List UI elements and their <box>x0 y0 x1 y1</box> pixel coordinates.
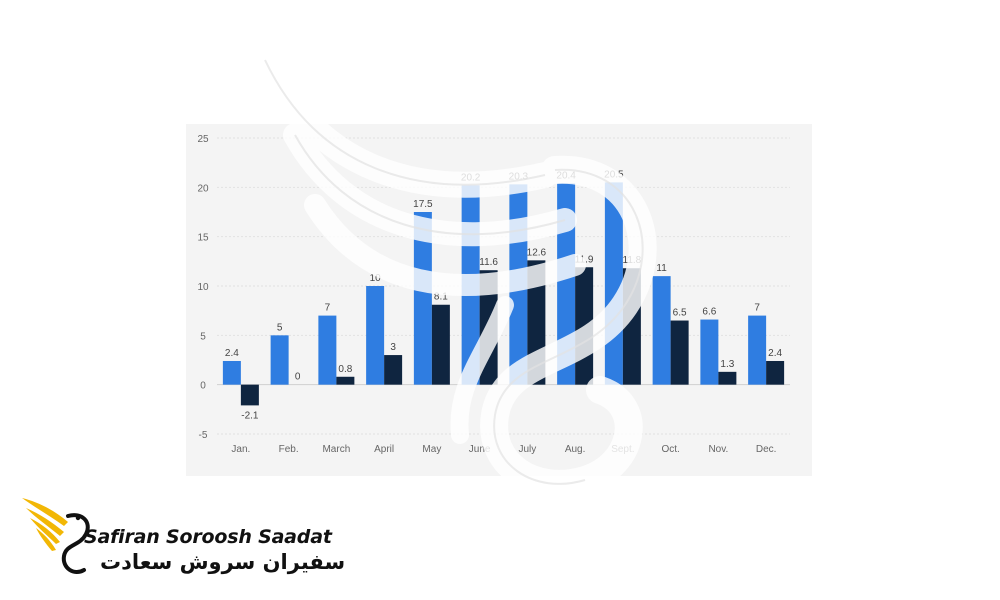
bar-value-label: 5 <box>277 322 283 333</box>
bar-value-label: 12.6 <box>527 247 547 258</box>
bar <box>527 260 546 385</box>
y-tick-label: 0 <box>200 381 206 392</box>
bar-value-label: 6.6 <box>702 307 716 318</box>
brand-name-persian: سفیران سروش سعادت <box>100 550 346 574</box>
x-tick-label: Dec. <box>756 444 777 455</box>
y-tick-label: 15 <box>197 233 209 244</box>
bar-value-label: -2.1 <box>241 410 259 421</box>
x-tick-label: Nov. <box>708 444 728 455</box>
y-tick-label: 5 <box>200 331 206 342</box>
bar-value-label: 3 <box>390 342 396 353</box>
bar <box>575 267 594 385</box>
bar-value-label: 6.5 <box>673 308 687 319</box>
bar <box>240 384 259 406</box>
bar <box>557 183 576 385</box>
phoenix-logo-icon <box>22 498 90 575</box>
bar <box>384 355 403 385</box>
y-tick-label: 10 <box>197 282 209 293</box>
y-tick-label: -5 <box>199 430 208 441</box>
x-tick-label: March <box>322 444 350 455</box>
x-tick-label: May <box>422 444 441 455</box>
x-tick-label: Sept. <box>611 444 634 455</box>
bar-value-label: 11.9 <box>575 254 594 265</box>
bar <box>270 335 289 385</box>
x-tick-label: June <box>469 444 491 455</box>
bar-value-label: 7 <box>754 303 760 314</box>
bar <box>431 304 450 385</box>
bar <box>336 376 355 385</box>
bar-value-label: 11.6 <box>479 257 498 268</box>
x-tick-label: Feb. <box>279 444 299 455</box>
bar-value-label: 17.5 <box>413 199 433 210</box>
bar <box>652 276 671 385</box>
y-tick-label: 20 <box>197 183 209 194</box>
brand-logo: Safiran Soroosh Saadat سفیران سروش سعادت <box>20 492 345 592</box>
chart-panel: 25 20 15 10 5 0 -5 Jan. Feb. March April May June Jul… <box>186 124 812 476</box>
bar-value-label: 20.4 <box>556 170 576 181</box>
bar <box>604 182 623 385</box>
bar-value-label: 11.8 <box>623 255 642 266</box>
bar <box>748 315 767 385</box>
x-tick-label: Jan. <box>231 444 250 455</box>
bar <box>413 212 432 385</box>
bar-value-label: 8.1 <box>434 292 448 303</box>
bar-value-label: 0.8 <box>338 364 352 375</box>
bar <box>479 270 498 385</box>
bar <box>718 371 737 385</box>
bar-value-label: 20.5 <box>604 169 624 180</box>
bar-value-label: 11 <box>656 263 667 274</box>
bar <box>461 185 480 385</box>
bar <box>670 320 689 385</box>
bar <box>700 319 719 385</box>
bar-value-label: 2.4 <box>768 348 782 359</box>
bar-value-label: 2.4 <box>225 348 239 359</box>
bar-value-label: 1.3 <box>720 359 734 370</box>
bar-value-label: 0 <box>295 372 301 383</box>
bar <box>766 360 785 385</box>
x-tick-label: Oct. <box>661 444 679 455</box>
bar <box>222 360 241 385</box>
y-tick-label: 25 <box>197 134 209 145</box>
bar <box>622 268 641 385</box>
bar-chart: 25 20 15 10 5 0 -5 Jan. Feb. March April May June Jul… <box>197 134 790 455</box>
bar-value-label: 20.2 <box>461 172 481 183</box>
bar <box>318 315 337 385</box>
bar <box>366 286 385 385</box>
brand-name: Safiran Soroosh Saadat <box>84 526 332 548</box>
x-tick-label: July <box>518 444 536 455</box>
bar-value-label: 10 <box>370 273 382 284</box>
bar <box>509 184 528 385</box>
bar-value-label: 7 <box>325 303 331 314</box>
bar-value-label: 20.3 <box>509 171 529 182</box>
x-tick-label: Aug. <box>565 444 586 455</box>
x-tick-label: April <box>374 444 394 455</box>
